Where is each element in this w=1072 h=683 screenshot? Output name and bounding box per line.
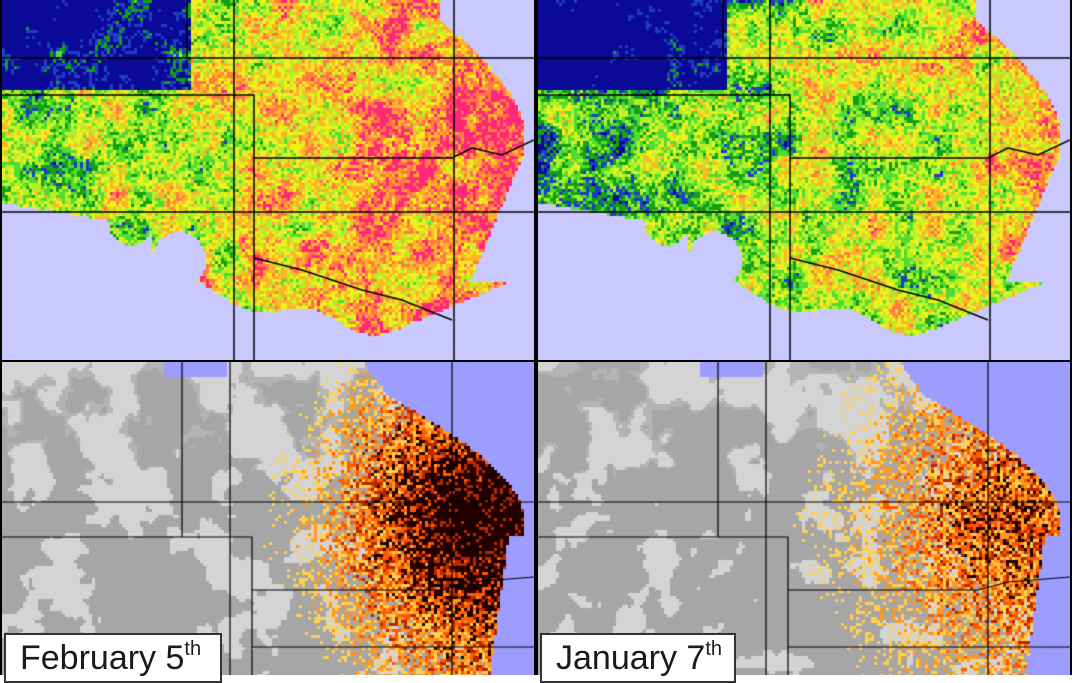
left-border: [0, 0, 2, 675]
date-label-january: January 7th: [540, 633, 736, 683]
right-border: [1070, 0, 1072, 675]
date-label-text: January 7: [556, 639, 706, 677]
vegetation-index-map-february: [2, 0, 534, 360]
date-label-february: February 5th: [4, 633, 222, 683]
vegetation-map-canvas: [2, 0, 534, 360]
date-label-suffix: th: [184, 638, 202, 660]
horizontal-divider: [0, 360, 1072, 362]
anomaly-map-january: [538, 362, 1070, 675]
anomaly-map-canvas: [538, 362, 1070, 675]
anomaly-map-february: [2, 362, 534, 675]
date-label-suffix: th: [705, 638, 723, 660]
vertical-divider: [534, 0, 538, 675]
vegetation-index-map-january: [538, 0, 1070, 360]
vegetation-map-canvas: [538, 0, 1070, 360]
date-label-text: February 5: [20, 639, 185, 677]
anomaly-map-canvas: [2, 362, 534, 675]
